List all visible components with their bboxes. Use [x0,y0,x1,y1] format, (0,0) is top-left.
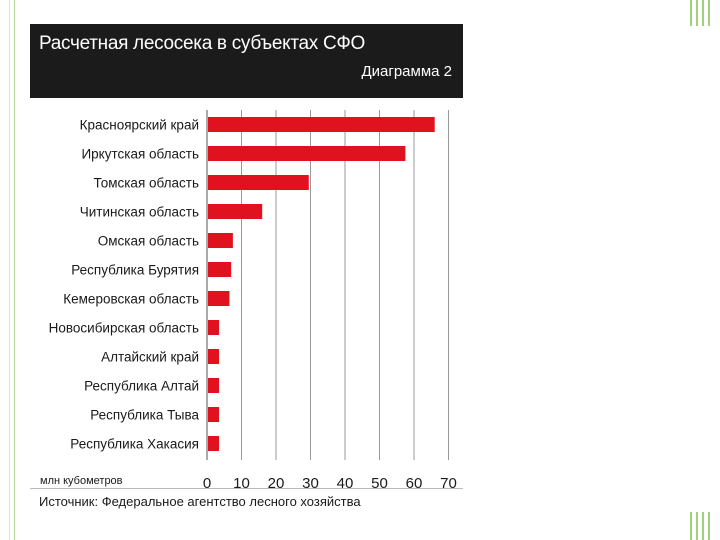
bar-0 [208,117,435,132]
bar-7 [208,320,220,335]
x-tick-label-5: 50 [371,475,388,488]
category-label-0: Красноярский край [80,118,199,133]
bar-10 [208,407,220,422]
x-tick-label-2: 20 [268,475,285,488]
bar-1 [208,146,406,161]
bar-6 [208,291,230,306]
source-note: Источник: Федеральное агентство лесного … [39,494,361,509]
category-label-9: Республика Алтай [84,379,199,394]
bar-8 [208,349,220,364]
slide-left-border [0,0,15,540]
bar-11 [208,436,220,451]
bar-5 [208,262,232,277]
chart-header: Расчетная лесосека в субъектах СФО Диагр… [30,24,463,98]
x-tick-label-0: 0 [203,475,211,488]
category-label-10: Республика Тыва [90,408,199,423]
chart-subtitle: Диаграмма 2 [361,63,452,80]
x-tick-label-3: 30 [302,475,319,488]
x-tick-label-7: 70 [440,475,457,488]
category-label-4: Омская область [98,234,199,249]
x-tick-label-1: 10 [233,475,250,488]
unit-label: млн кубометров [40,475,123,487]
source-divider [30,488,463,489]
decorative-stripes-bottom-right [690,512,712,540]
bar-chart: Красноярский край Иркутская область Томска… [40,110,457,488]
category-label-6: Кемеровская область [63,292,199,307]
category-label-11: Республика Хакасия [70,437,199,452]
bar-9 [208,378,220,393]
category-label-5: Республика Бурятия [71,263,199,278]
category-label-3: Читинская область [80,205,199,220]
category-label-7: Новосибирская область [49,321,199,336]
x-tick-label-4: 40 [337,475,354,488]
x-tick-label-6: 60 [406,475,423,488]
category-label-8: Алтайский край [101,350,199,365]
bar-3 [208,204,263,219]
chart-card: Расчетная лесосека в субъектах СФО Диагр… [30,24,463,518]
bar-4 [208,233,233,248]
bar-2 [208,175,309,190]
chart-title: Расчетная лесосека в субъектах СФО [39,33,366,54]
decorative-stripes-top-right [690,0,712,26]
category-label-2: Томская область [94,176,200,191]
category-label-1: Иркутская область [81,147,199,162]
